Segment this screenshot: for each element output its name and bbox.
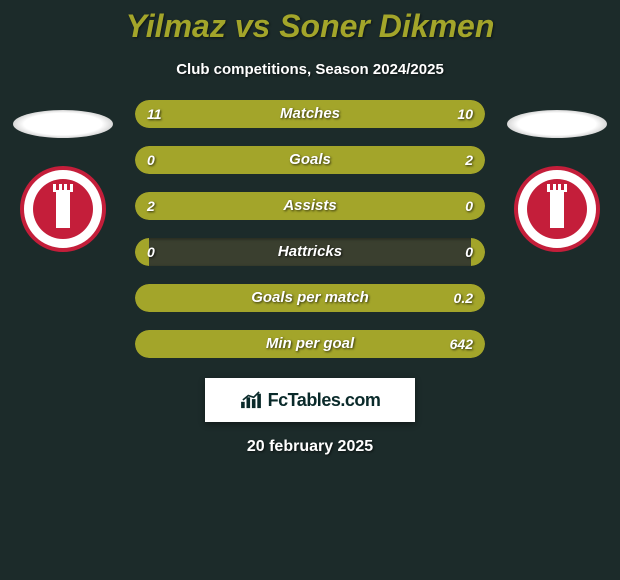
stat-value-right: 2 bbox=[465, 146, 473, 174]
stat-value-left: 11 bbox=[147, 100, 162, 128]
stat-label: Assists bbox=[283, 192, 336, 220]
stat-value-right: 0.2 bbox=[454, 284, 473, 312]
club-badge-right bbox=[514, 166, 600, 252]
chart-icon bbox=[240, 391, 262, 409]
stat-row: Min per goal 642 bbox=[135, 330, 485, 358]
logo-text: FcTables.com bbox=[268, 390, 381, 411]
stat-value-right: 0 bbox=[465, 192, 473, 220]
stat-label: Goals per match bbox=[251, 284, 369, 312]
bar-right bbox=[471, 238, 485, 266]
stat-value-right: 642 bbox=[450, 330, 473, 358]
stat-row: 0 Hattricks 0 bbox=[135, 238, 485, 266]
stat-row: 2 Assists 0 bbox=[135, 192, 485, 220]
date-label: 20 february 2025 bbox=[0, 438, 620, 456]
page-title: Yilmaz vs Soner Dikmen bbox=[0, 0, 620, 45]
bar-right bbox=[471, 192, 485, 220]
player-left bbox=[8, 110, 118, 252]
stat-label: Matches bbox=[280, 100, 340, 128]
stat-label: Hattricks bbox=[278, 238, 342, 266]
stat-value-left: 0 bbox=[147, 238, 155, 266]
stats-container: 11 Matches 10 0 Goals 2 2 Assists 0 0 Hattricks 0 Go… bbox=[135, 100, 485, 358]
club-badge-left bbox=[20, 166, 106, 252]
stat-value-right: 10 bbox=[457, 100, 473, 128]
stat-label: Goals bbox=[289, 146, 331, 174]
bar-left bbox=[135, 330, 149, 358]
fctables-logo: FcTables.com bbox=[205, 378, 415, 422]
player-right bbox=[502, 110, 612, 252]
stat-row: Goals per match 0.2 bbox=[135, 284, 485, 312]
stat-value-left: 2 bbox=[147, 192, 155, 220]
bar-left bbox=[135, 284, 149, 312]
stat-row: 0 Goals 2 bbox=[135, 146, 485, 174]
stat-row: 11 Matches 10 bbox=[135, 100, 485, 128]
subtitle: Club competitions, Season 2024/2025 bbox=[0, 61, 620, 78]
stat-label: Min per goal bbox=[266, 330, 354, 358]
stat-value-right: 0 bbox=[465, 238, 473, 266]
player-left-photo-placeholder bbox=[13, 110, 113, 138]
player-right-photo-placeholder bbox=[507, 110, 607, 138]
stat-value-left: 0 bbox=[147, 146, 155, 174]
